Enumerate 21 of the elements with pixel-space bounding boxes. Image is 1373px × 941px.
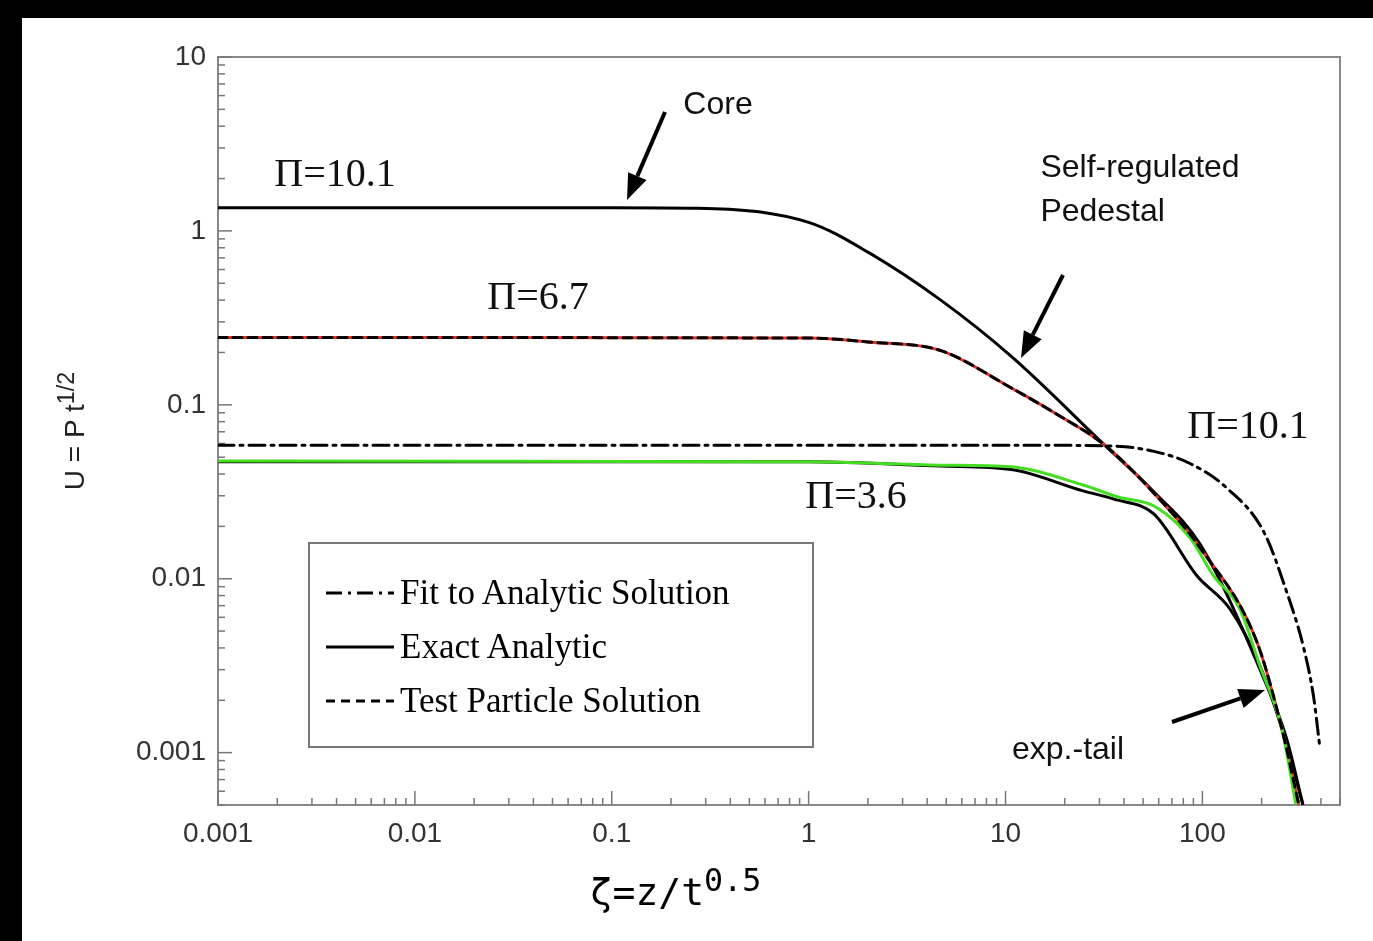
- y-tick-label: 0.1: [167, 387, 206, 419]
- annotation: Π=3.6: [805, 471, 907, 517]
- x-tick-label: 1: [800, 816, 817, 848]
- annotation: Π=10.1: [1187, 401, 1309, 447]
- y-tick-label: 1: [190, 213, 206, 245]
- y-tick-label: 10: [174, 39, 206, 71]
- legend-label: Test Particle Solution: [400, 681, 701, 721]
- annotation: Self-regulated Pedestal: [1040, 147, 1240, 228]
- x-tick-label: 100: [1179, 816, 1226, 848]
- annotation: Core: [683, 84, 753, 121]
- annotation: Π=6.7: [487, 272, 589, 318]
- annotation: exp.-tail: [1011, 729, 1125, 766]
- y-tick-label: 0.001: [135, 735, 206, 767]
- annotation: Π=10.1: [274, 149, 396, 195]
- x-axis-title: ζ=z/t$^{0.5}$: [589, 862, 762, 914]
- x-tick-label: 10: [989, 816, 1022, 848]
- y-tick-label: 0.01: [151, 561, 206, 593]
- legend-label: Fit to Analytic Solution: [400, 573, 730, 613]
- legend-label: Exact Analytic: [400, 627, 608, 667]
- x-tick-label: 0.1: [592, 816, 632, 848]
- x-tick-label: 0.01: [387, 816, 443, 848]
